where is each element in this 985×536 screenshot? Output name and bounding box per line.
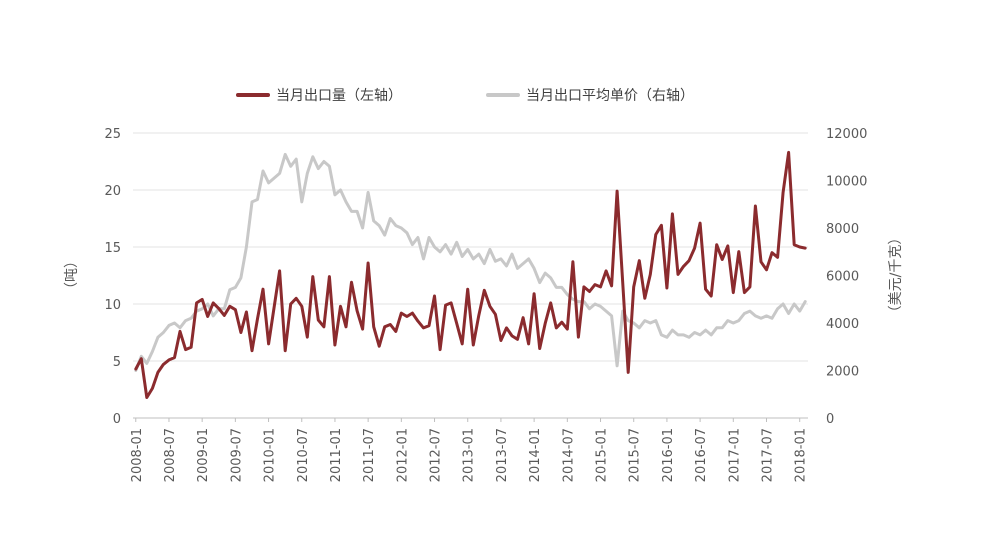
- legend-label-export-volume: 当月出口量（左轴）: [276, 88, 402, 104]
- x-tick-label: 2011-01: [329, 428, 344, 482]
- x-tick-label: 2013-01: [462, 428, 477, 482]
- right-tick-label: 2000: [826, 365, 859, 380]
- x-tick-label: 2008-07: [163, 428, 178, 482]
- gridlines: [133, 132, 808, 419]
- x-tick-label: 2010-01: [263, 428, 278, 482]
- x-tick-label: 2015-01: [595, 428, 610, 482]
- x-tick-label: 2018-01: [794, 428, 809, 482]
- x-tick-label: 2010-07: [296, 428, 311, 482]
- right-tick-label: 0: [826, 412, 834, 427]
- left-tick-label: 10: [104, 298, 121, 313]
- legend: 当月出口量（左轴） 当月出口平均单价（右轴）: [236, 88, 694, 104]
- x-tick-label: 2011-07: [362, 428, 377, 482]
- right-tick-label: 10000: [826, 175, 867, 190]
- x-tick-label: 2016-07: [694, 428, 709, 482]
- x-tick-label: 2016-01: [661, 428, 676, 482]
- left-axis-title: （吨）: [64, 254, 80, 296]
- series-line-export-volume: [134, 150, 807, 399]
- right-tick-label: 6000: [826, 270, 859, 285]
- left-tick-label: 0: [113, 412, 121, 427]
- left-tick-label: 5: [113, 355, 121, 370]
- right-tick-label: 12000: [826, 127, 867, 142]
- x-tick-label: 2012-07: [429, 428, 444, 482]
- x-tick-label: 2009-01: [196, 428, 211, 482]
- series-line-average-price: [134, 152, 807, 372]
- right-y-axis: 0 2000 4000 6000 8000 10000 12000: [826, 127, 867, 427]
- series-layer: [134, 150, 807, 399]
- x-tick-label: 2014-01: [528, 428, 543, 482]
- left-tick-label: 15: [104, 241, 121, 256]
- x-tick-label: 2017-01: [727, 428, 742, 482]
- right-tick-label: 8000: [826, 222, 859, 237]
- left-tick-label: 20: [104, 184, 121, 199]
- left-y-axis: 0 5 10 15 20 25: [104, 127, 121, 427]
- left-tick-label: 25: [104, 127, 121, 142]
- x-tick-label: 2015-07: [628, 428, 643, 482]
- x-tick-label: 2009-07: [229, 428, 244, 482]
- x-tick-label: 2013-07: [495, 428, 510, 482]
- legend-label-average-price: 当月出口平均单价（右轴）: [526, 88, 694, 104]
- right-tick-label: 4000: [826, 317, 859, 332]
- x-tick-label: 2008-01: [130, 428, 145, 482]
- x-tick-label: 2014-07: [561, 428, 576, 482]
- right-axis-title: （美元/千克）: [888, 231, 904, 320]
- x-axis: 2008-01 2008-07 2009-01 2009-07 2010-01 2010-…: [130, 418, 809, 482]
- x-tick-label: 2012-01: [395, 428, 410, 482]
- x-tick-label: 2017-07: [761, 428, 776, 482]
